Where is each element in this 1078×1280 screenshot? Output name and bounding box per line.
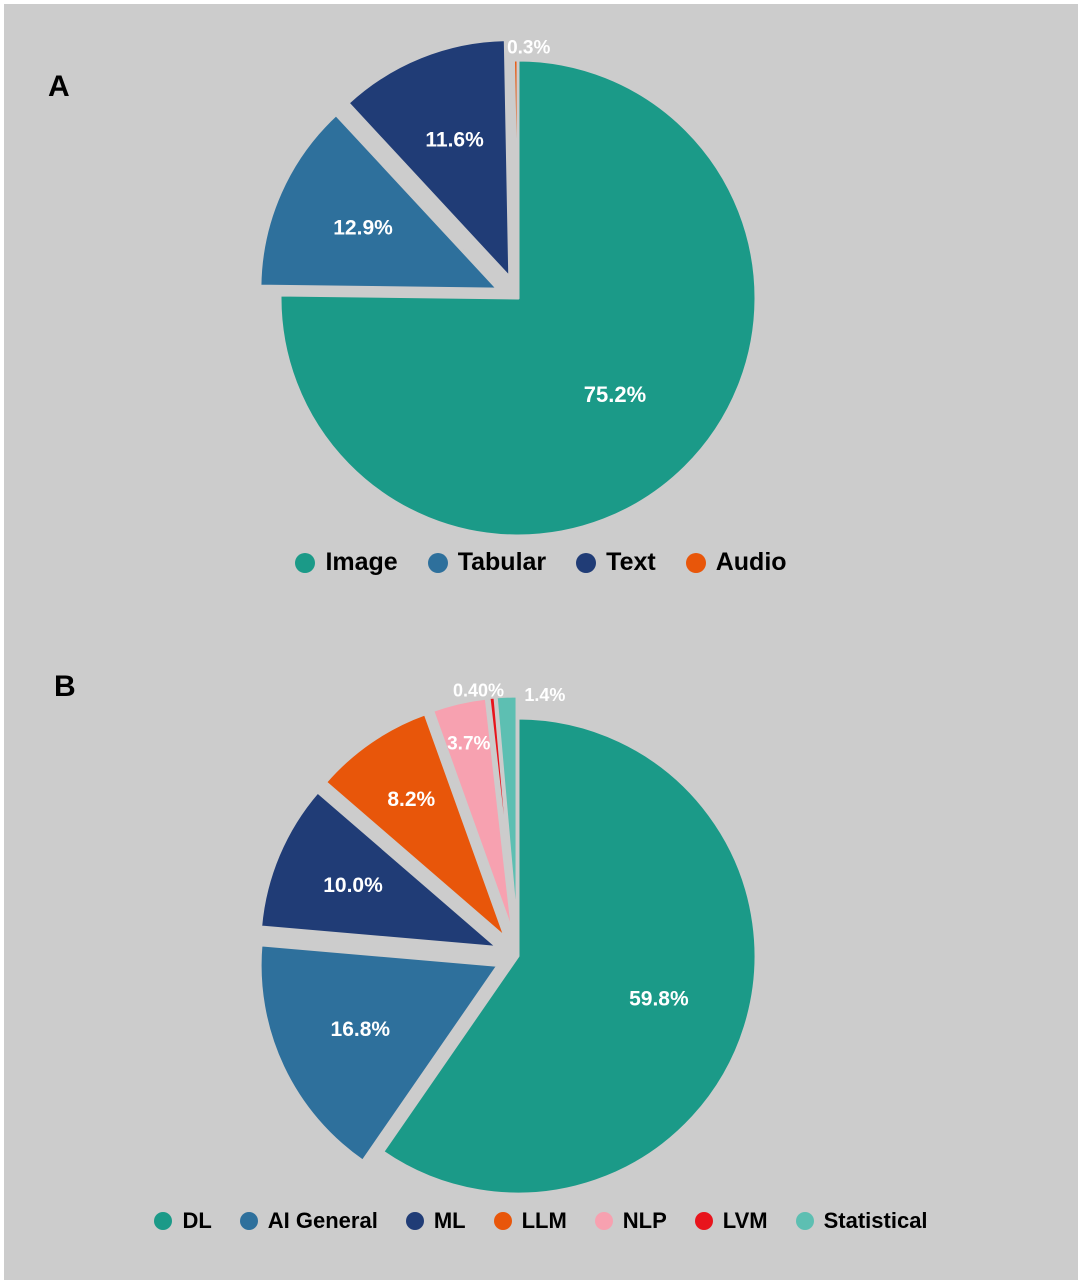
legend-marker-icon [295,552,316,573]
panel-b-label: B [54,670,76,703]
legend-b-item-ml: ML [405,1208,466,1234]
pie-a-slice-text [346,38,512,280]
legend-a-item-audio: Audio [685,548,787,577]
legend-b-item-lvm: LVM [694,1208,768,1234]
legend-b-item-llm: LLM [493,1208,567,1234]
pie-a-slice-image [278,58,758,538]
pie-b-slice-ml [259,790,500,949]
pie-b-slice-llm [323,712,508,940]
pie-b-data-label-statistical: 1.4% [524,685,565,705]
legend-marker-icon [685,552,706,573]
pie-b-data-label-dl: 59.8% [629,987,689,1010]
pie-a-slice-audio [512,58,520,300]
legend-label: Statistical [823,1208,928,1233]
legend-b: DL AI General ML LLM NLP LVM Statistical [4,1208,1078,1234]
legend-label: Audio [715,548,787,576]
legend-marker-icon [427,552,448,573]
legend-b-item-statistical: Statistical [795,1208,928,1234]
legend-b-item-ai-general: AI General [239,1208,378,1234]
pie-b-data-label-lvm: 0.40% [453,681,504,701]
pie-chart-a: 75.2% 12.9% 11.6% 0.3% [258,37,758,538]
legend-b-item-dl: DL [154,1208,212,1234]
pie-b-data-label-llm: 8.2% [387,788,435,811]
legend-marker-icon [594,1212,613,1230]
legend-label: DL [182,1208,212,1233]
pie-a-data-label-audio: 0.3% [507,37,550,58]
legend-a: Image Tabular Text Audio [4,548,1078,577]
legend-label: AI General [267,1208,378,1233]
legend-a-item-image: Image [295,548,398,577]
legend-label: Text [606,548,656,576]
pie-b-slice-nlp [431,696,515,937]
legend-label: ML [433,1208,466,1233]
pie-a-data-label-text: 11.6% [425,128,484,151]
legend-label: Tabular [457,548,547,576]
legend-label: LLM [521,1208,567,1233]
legend-marker-icon [405,1212,424,1230]
pie-a-slice-tabular [258,113,500,291]
panel-b: B 59.8% 16.8% 10.0% 8.2% 3.7% 0.40% 1.4% DL AI … [4,632,1078,1280]
panel-a-label: A [48,70,70,103]
pie-b-slice-statistical [494,694,519,936]
pie-a-data-label-image: 75.2% [584,382,646,407]
legend-marker-icon [154,1212,173,1230]
legend-marker-icon [239,1212,258,1230]
legend-b-item-nlp: NLP [594,1208,667,1234]
legend-label: LVM [722,1208,768,1233]
pie-b-slice-dl [381,716,758,1196]
pie-b-data-label-ml: 10.0% [323,874,383,897]
pie-b-slice-ai-general [258,943,500,1163]
pie-a-data-label-tabular: 12.9% [333,217,393,240]
panel-a: A 75.2% 12.9% 11.6% 0.3% Image Tabular Text Au… [4,4,1078,632]
legend-marker-icon [576,552,597,573]
legend-a-item-tabular: Tabular [427,548,547,577]
legend-marker-icon [694,1212,713,1230]
legend-marker-icon [795,1212,814,1230]
pie-b-data-label-ai-general: 16.8% [331,1018,391,1041]
legend-label: NLP [622,1208,667,1233]
legend-marker-icon [493,1212,512,1230]
legend-a-item-text: Text [576,548,656,577]
legend-label: Image [325,548,398,576]
pie-chart-b: 59.8% 16.8% 10.0% 8.2% 3.7% 0.40% 1.4% [258,681,758,1196]
pie-b-data-label-nlp: 3.7% [447,734,490,755]
